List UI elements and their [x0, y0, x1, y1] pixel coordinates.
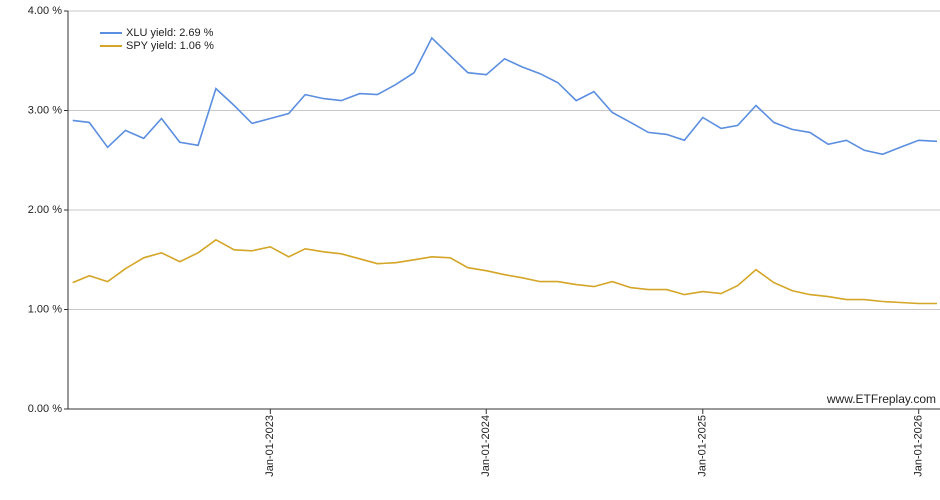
y-tick-label: 0.00 % — [28, 403, 62, 415]
watermark: www.ETFreplay.com — [826, 392, 936, 406]
series-line — [72, 36, 938, 156]
legend-label: SPY yield: 1.06 % — [126, 40, 214, 52]
legend-label: XLU yield: 2.69 % — [126, 27, 214, 39]
x-tick-label: Jan-01-2026 — [913, 415, 925, 477]
x-tick-label: Jan-01-2024 — [480, 415, 492, 477]
x-tick-label: Jan-01-2023 — [264, 415, 276, 477]
x-tick-label: Jan-01-2025 — [697, 415, 709, 477]
y-tick-label: 2.00 % — [28, 204, 62, 216]
y-tick-label: 1.00 % — [28, 303, 62, 315]
y-tick-label: 3.00 % — [28, 104, 62, 116]
y-tick-label: 4.00 % — [28, 5, 62, 17]
series-line — [72, 238, 937, 305]
